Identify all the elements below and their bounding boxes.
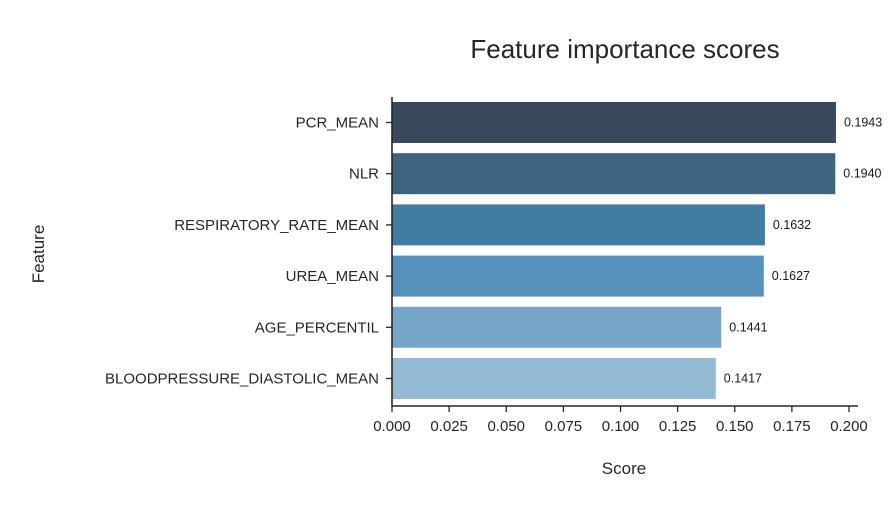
value-labels-group: 0.1943 0.1940 0.1632 0.1627 0.1441 0.1417 xyxy=(724,116,882,386)
x-tick-label: 0.000 xyxy=(373,418,411,435)
y-axis: PCR_MEAN NLR RESPIRATORY_RATE_MEAN UREA_MEA… xyxy=(105,97,393,406)
value-label: 0.1943 xyxy=(844,116,882,130)
y-tick-label: RESPIRATORY_RATE_MEAN xyxy=(174,217,379,234)
x-tick-label: 0.175 xyxy=(773,418,811,435)
y-tick-label: NLR xyxy=(349,166,379,183)
value-label: 0.1441 xyxy=(729,320,767,334)
y-axis-label: Feature xyxy=(29,225,48,284)
y-tick-label: PCR_MEAN xyxy=(296,115,379,132)
x-tick-label: 0.100 xyxy=(602,418,640,435)
x-tick-label: 0.050 xyxy=(487,418,525,435)
x-tick-label: 0.150 xyxy=(716,418,754,435)
x-axis-label: Score xyxy=(602,459,646,478)
value-label: 0.1940 xyxy=(843,167,881,181)
x-tick-label: 0.125 xyxy=(659,418,697,435)
y-tick-label: BLOODPRESSURE_DIASTOLIC_MEAN xyxy=(105,371,379,388)
x-tick-label: 0.200 xyxy=(830,418,868,435)
x-tick-label: 0.025 xyxy=(430,418,468,435)
bar-pcr-mean xyxy=(392,102,836,143)
value-label: 0.1417 xyxy=(724,372,762,386)
chart-title: Feature importance scores xyxy=(470,34,780,64)
bar-respiratory-rate-mean xyxy=(392,204,765,246)
x-tick-label: 0.075 xyxy=(545,418,583,435)
x-axis: 0.000 0.025 0.050 0.075 0.100 0.125 0.150 0.175… xyxy=(373,405,868,435)
value-label: 0.1632 xyxy=(773,218,811,232)
y-tick-label: UREA_MEAN xyxy=(286,268,379,285)
value-label: 0.1627 xyxy=(772,269,810,283)
bar-age-percentil xyxy=(392,306,722,348)
bar-bloodpressure-diastolic-mean xyxy=(392,358,716,399)
bars-group xyxy=(392,102,836,399)
bar-urea-mean xyxy=(392,255,764,297)
bar-nlr xyxy=(392,153,836,195)
y-tick-label: AGE_PERCENTIL xyxy=(255,319,379,336)
